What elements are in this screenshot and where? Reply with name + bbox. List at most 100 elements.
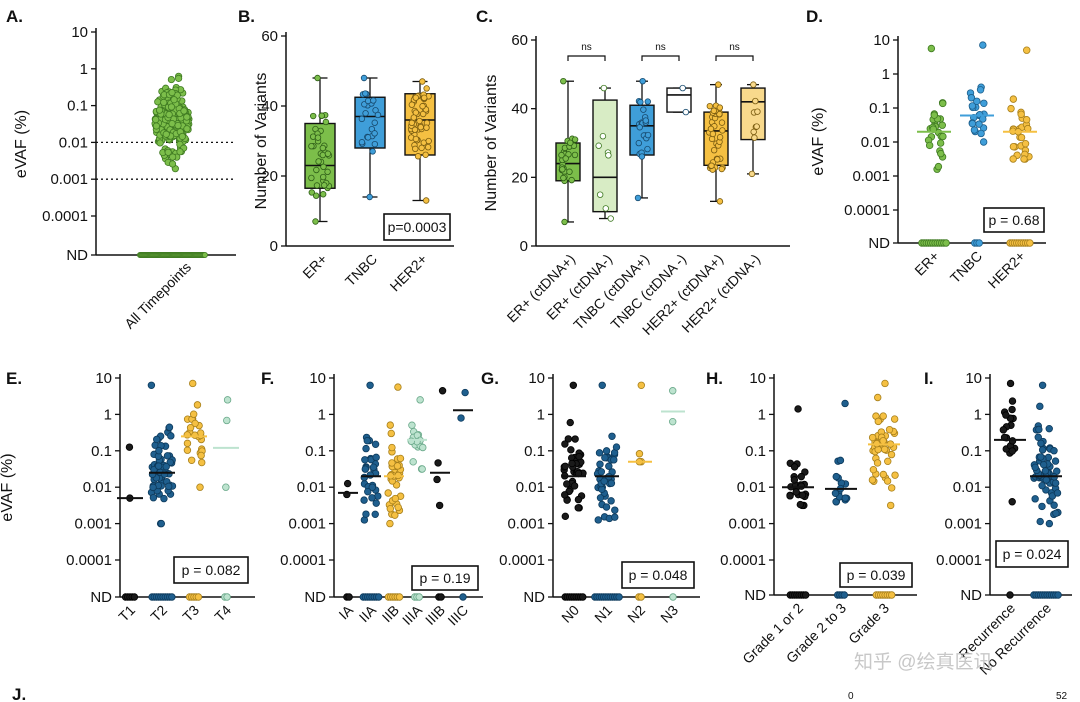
data-point [885, 425, 894, 434]
data-point [412, 135, 420, 143]
data-point [416, 396, 424, 404]
y-tick-label: ND [523, 589, 545, 606]
pvalue-box: p = 0.039 [839, 562, 913, 588]
x-category-label: ER+ [911, 248, 942, 279]
data-point [319, 173, 327, 181]
data-point [869, 465, 878, 474]
data-point [168, 593, 176, 601]
y-tick-label: 0.1 [524, 443, 545, 460]
x-category-label: IIIA [399, 601, 426, 628]
data-point [154, 462, 163, 470]
data-point [967, 94, 976, 102]
data-point [879, 470, 888, 479]
data-point [925, 141, 934, 150]
data-point [375, 593, 383, 601]
box-tnbc-ctdna- [629, 77, 655, 202]
data-point [345, 593, 353, 601]
data-point [360, 496, 368, 504]
data-point [719, 127, 726, 134]
y-tick-label: 0.0001 [42, 208, 88, 225]
data-point [315, 158, 322, 165]
group-t2 [147, 381, 177, 601]
pvalue-box: p = 0.048 [621, 561, 695, 589]
panel-label-G: G. [481, 369, 499, 388]
y-tick-label: 1 [104, 406, 112, 423]
y-tick-label: 1 [537, 406, 545, 423]
data-point [438, 387, 447, 395]
comparison-bracket [567, 55, 606, 61]
data-point [873, 459, 882, 467]
data-point [579, 593, 587, 601]
x-category-label: IIB [379, 602, 402, 625]
x-category-label: All Timepoints [121, 259, 194, 332]
data-point [561, 512, 570, 521]
data-point [170, 96, 178, 104]
data-point [314, 134, 322, 141]
data-point [1050, 501, 1058, 509]
data-point [716, 198, 724, 205]
data-point [968, 102, 977, 110]
data-point [880, 445, 889, 454]
y-tick-label: 1 [758, 406, 766, 423]
x-category-label: Grade 3 [845, 600, 892, 647]
y-tick-label: 10 [873, 32, 890, 49]
box-iqr [592, 99, 618, 213]
x-category-label: IIIC [444, 602, 471, 629]
y-tick-label: 0.0001 [844, 202, 890, 219]
y-tick-label: 0.0001 [280, 552, 326, 569]
group-iib [384, 383, 405, 601]
pvalue-box-frame [983, 207, 1045, 233]
data-point [1036, 517, 1044, 526]
data-point [162, 462, 170, 471]
data-point [602, 503, 611, 511]
data-point [710, 146, 718, 154]
data-point [313, 182, 321, 189]
data-point [1038, 481, 1046, 490]
data-point [160, 98, 168, 106]
group-t4 [213, 396, 239, 601]
data-point [841, 399, 849, 408]
y-tick-label: 60 [511, 32, 528, 49]
y-tick-label: 0.1 [961, 443, 982, 460]
x-category-label: IIA [356, 601, 380, 625]
data-point [887, 484, 896, 492]
data-point [605, 462, 613, 470]
data-point [164, 482, 173, 491]
y-tick-label: ND [744, 587, 766, 604]
data-point [414, 153, 422, 160]
data-point [566, 168, 573, 175]
panel-D: 10 1 0.1 0.01 0.001 0.0001 ND eVAF (%) ER+ TNBC HE… [810, 32, 1046, 291]
data-point [362, 444, 370, 453]
data-point [1022, 116, 1031, 124]
data-point [422, 197, 430, 204]
pvalue-text: p = 0.082 [182, 562, 241, 578]
data-point [408, 119, 416, 127]
data-point [1006, 379, 1015, 388]
data-point [868, 476, 877, 484]
data-point [223, 593, 231, 601]
footer-right-value: 52 [1056, 691, 1068, 702]
data-point [408, 421, 416, 429]
y-tick-label: 0 [520, 238, 528, 255]
box-er-ctdna- [555, 77, 581, 226]
data-point [419, 443, 427, 452]
panel-F: 10 1 0.1 0.01 0.001 0.0001 ND IA IIA IIBIIIAIIIBI… [280, 370, 483, 629]
data-point [669, 593, 677, 601]
data-point [975, 239, 983, 247]
data-point [937, 149, 945, 158]
data-point [125, 443, 134, 451]
data-point [561, 218, 568, 226]
y-tick-label: ND [304, 589, 326, 606]
data-point [149, 483, 157, 492]
data-point [868, 433, 877, 442]
box-er- [304, 74, 336, 225]
pvalue-text: p = 0.68 [989, 212, 1040, 228]
y-tick-label: 0.0001 [499, 552, 545, 569]
x-category-label: T2 [147, 602, 170, 625]
x-category-label: N1 [591, 602, 615, 626]
y-tick-label: 0.0001 [936, 552, 982, 569]
data-point [371, 140, 379, 148]
